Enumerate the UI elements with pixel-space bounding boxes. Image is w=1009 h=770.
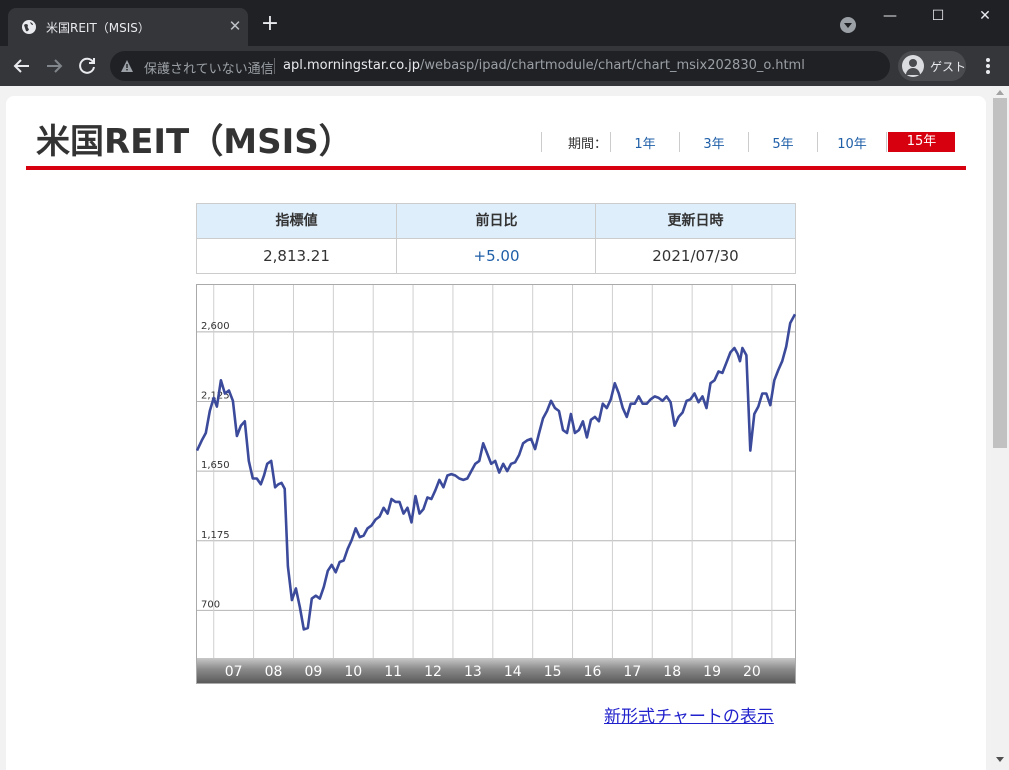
period-10y[interactable]: 10年 (837, 137, 867, 152)
warning-icon[interactable] (120, 59, 134, 73)
reload-icon[interactable] (73, 52, 101, 80)
tab-search-icon[interactable] (840, 17, 856, 33)
page-title: 米国REIT（MSIS） (36, 122, 353, 162)
y-tick-label: 2,125 (201, 391, 230, 402)
tab-close-icon[interactable]: ✕ (228, 17, 242, 35)
x-axis-band (197, 658, 795, 683)
period-divider (541, 132, 542, 152)
x-tick-label: 19 (703, 664, 721, 680)
forward-arrow-icon[interactable] (40, 52, 68, 80)
url-host: apl.morningstar.co.jp (283, 58, 421, 73)
address-bar[interactable]: 保護されていない通信 apl.morningstar.co.jp/webasp/… (110, 51, 890, 81)
period-3y[interactable]: 3年 (703, 137, 725, 152)
period-divider (748, 132, 749, 152)
omnibox-divider (274, 58, 275, 74)
x-tick-label: 18 (663, 664, 681, 680)
avatar-icon (902, 55, 924, 77)
scrollbar-thumb[interactable] (993, 98, 1007, 448)
browser-tab[interactable]: 米国REIT（MSIS） ✕ (8, 8, 248, 46)
period-label: 期間： (568, 137, 608, 152)
period-divider (679, 132, 680, 152)
period-1y[interactable]: 1年 (634, 137, 656, 152)
x-tick-label: 20 (743, 664, 761, 680)
chart-grid (197, 285, 795, 658)
content-card: 米国REIT（MSIS） 期間： 1年 3年 5年 10年 15年 指標値 前日… (6, 96, 986, 770)
period-15y[interactable]: 15年 (888, 132, 955, 152)
tab-title: 米国REIT（MSIS） (46, 21, 150, 35)
y-axis-labels: 2,600 2,125 1,650 1,175 700 (201, 321, 230, 610)
header-index-value: 指標値 (275, 213, 318, 229)
period-divider (886, 132, 887, 152)
x-tick-label: 09 (304, 664, 322, 680)
title-underline (26, 166, 966, 170)
quote-header-row: 指標値 前日比 更新日時 (197, 204, 795, 239)
url-text[interactable]: apl.morningstar.co.jp/webasp/ipad/chartm… (283, 58, 805, 73)
x-tick-label: 07 (225, 664, 243, 680)
y-tick-label: 1,650 (201, 460, 230, 471)
x-tick-label: 11 (384, 664, 402, 680)
new-tab-button[interactable]: + (260, 11, 280, 36)
period-divider (817, 132, 818, 152)
price-chart: 2,600 2,125 1,650 1,175 700 07 08 09 10 11 12 13 14… (196, 284, 796, 684)
y-tick-label: 2,600 (201, 321, 230, 332)
x-tick-label: 16 (584, 664, 602, 680)
x-tick-label: 08 (265, 664, 283, 680)
globe-icon (22, 20, 36, 34)
period-divider (610, 132, 611, 152)
close-window-button[interactable]: ✕ (979, 8, 991, 24)
quote-table: 指標値 前日比 更新日時 2,813.21 +5.00 2021/07/30 (196, 203, 796, 274)
page-viewport: 米国REIT（MSIS） 期間： 1年 3年 5年 10年 15年 指標値 前日… (0, 86, 1009, 770)
profile-name: ゲスト (930, 60, 967, 74)
index-value: 2,813.21 (263, 247, 330, 265)
url-path: /webasp/ipad/chartmodule/chart/chart_msi… (420, 58, 805, 73)
x-tick-label: 15 (544, 664, 562, 680)
updated-date: 2021/07/30 (652, 247, 739, 265)
x-tick-label: 14 (504, 664, 522, 680)
new-chart-format-link[interactable]: 新形式チャートの表示 (604, 707, 774, 727)
minimize-button[interactable]: — (883, 8, 897, 24)
header-updated: 更新日時 (667, 213, 724, 229)
vertical-scrollbar[interactable] (991, 86, 1009, 770)
header-day-change: 前日比 (475, 213, 518, 229)
back-arrow-icon[interactable] (8, 52, 36, 80)
series-line (196, 313, 796, 631)
x-axis-labels: 07 08 09 10 11 12 13 14 15 16 17 18 19 20 (225, 664, 761, 680)
x-tick-label: 13 (464, 664, 482, 680)
profile-button[interactable]: ゲスト (898, 51, 966, 81)
more-menu-icon[interactable] (978, 56, 998, 76)
cell-divider (396, 204, 397, 273)
browser-toolbar: 保護されていない通信 apl.morningstar.co.jp/webasp/… (0, 46, 1009, 86)
cell-divider (595, 204, 596, 273)
x-tick-label: 12 (424, 664, 442, 680)
y-tick-label: 700 (201, 599, 220, 610)
day-change-value: +5.00 (473, 247, 520, 265)
period-5y[interactable]: 5年 (772, 137, 794, 152)
y-tick-label: 1,175 (201, 530, 230, 541)
x-tick-label: 10 (344, 664, 362, 680)
chart-frame (196, 284, 796, 684)
scroll-up-icon[interactable] (996, 90, 1004, 95)
scroll-down-icon[interactable] (996, 757, 1004, 762)
x-tick-label: 17 (623, 664, 641, 680)
tab-strip: 米国REIT（MSIS） ✕ + — ☐ ✕ (0, 0, 1009, 46)
security-status[interactable]: 保護されていない通信 (144, 62, 274, 77)
maximize-button[interactable]: ☐ (931, 8, 945, 24)
